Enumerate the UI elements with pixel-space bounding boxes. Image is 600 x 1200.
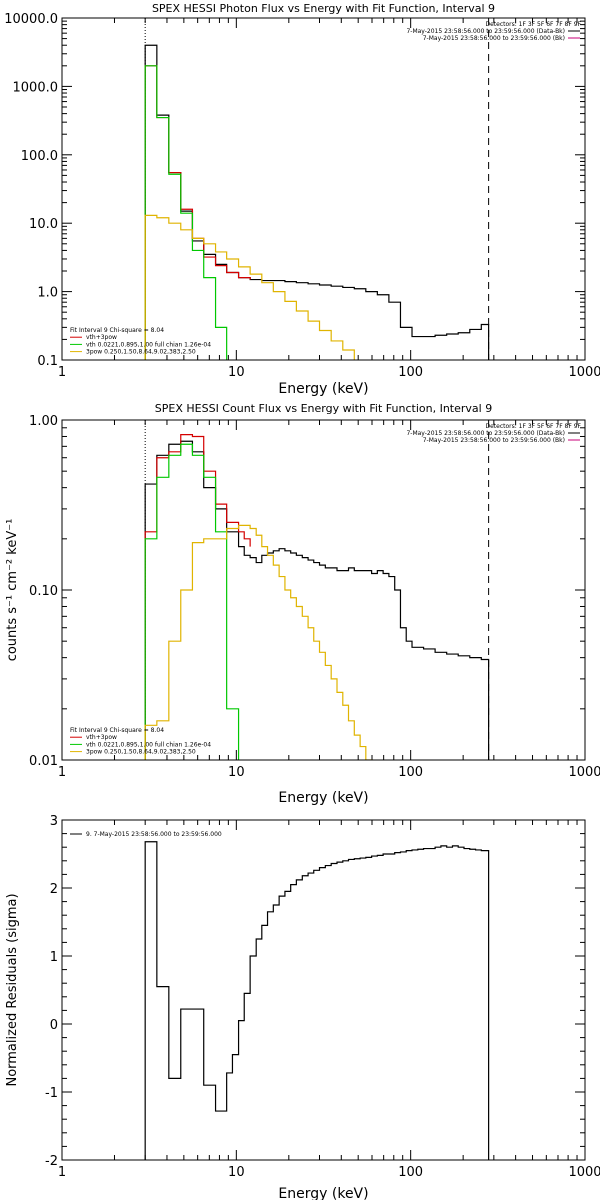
detectors-label: Detectors: 1F 3F 5F 6F 7F 8F 9F [485,423,581,430]
legend-right-entry: 7-May-2015 23:58:56.000 to 23:59:56.000 … [406,430,565,437]
x-tick-label: 1 [58,365,66,380]
series-line-1 [144,841,490,1160]
plot-frame [61,819,586,1161]
legend-left-entry: vth+3pow [86,334,117,341]
y-tick-label: 10.0 [29,217,58,232]
x-tick-label: 1 [58,1165,66,1180]
series-line-3 [144,443,240,760]
series-line-4 [144,214,355,360]
y-tick-label: 1000.0 [13,80,59,95]
y-axis-label: counts s⁻¹ cm⁻² keV⁻¹ [5,519,20,662]
x-axis-label: Energy (keV) [278,381,368,397]
series-group [144,44,490,360]
legend-left-entry: 3pow 0.250,1.50,8.64,9.02,383,2.50 [86,349,196,356]
y-axis-label: Normalized Residuals (sigma) [5,893,20,1086]
series-line-1 [144,44,490,360]
legend-left-entry: vth 0.0221,0.895,1.00 full chian 1.26e-0… [86,341,211,348]
series-line-4 [144,524,373,760]
y-tick-label: 1.00 [29,414,58,429]
chart-panel-1: SPEX HESSI Photon Flux vs Energy with Fi… [4,2,600,397]
y-tick-label: 0 [50,1018,58,1033]
x-tick-label: 1000 [568,1165,600,1180]
y-tick-label: -2 [45,1154,58,1169]
legend-left-entry: 3pow 0.250,1.50,8.64,9.02,383,2.50 [86,749,196,756]
series-line-2 [144,434,251,760]
series-group [144,841,490,1160]
legend-left-header: Fit Interval 9 Chi-square = 8.04 [70,327,164,334]
series-line-3 [144,65,228,360]
chart-panel-2: SPEX HESSI Count Flux vs Energy with Fit… [5,402,600,806]
y-tick-label: 3 [50,814,58,829]
x-tick-label: 10 [228,765,245,780]
legend-left-entry: 9. 7-May-2015 23:58:56.000 to 23:59:56.0… [86,831,222,838]
y-tick-label: 10000.0 [4,12,58,27]
chart-panel-3: 1 10 100 1000 -2 -1 0 1 2 3 Energy (keV) Normalized… [5,814,600,1200]
x-tick-label: 1 [58,765,66,780]
y-tick-label: 1 [50,950,58,965]
x-tick-label: 100 [398,365,423,380]
legend-right-entry: 7-May-2015 23:58:56.000 to 23:59:56.000 … [406,28,565,35]
legend-right-entry: 7-May-2015 23:58:56.000 to 23:59:56.000 … [423,35,565,42]
x-tick-label: 10 [228,365,245,380]
y-tick-label: 0.1 [37,354,58,369]
plot-frame [61,419,586,761]
x-tick-label: 100 [398,765,423,780]
plot-frame [61,17,586,361]
y-tick-label: 100.0 [21,149,58,164]
x-tick-label: 1000 [568,765,600,780]
x-axis-label: Energy (keV) [278,790,368,806]
y-tick-label: 0.01 [29,754,58,769]
legend-left-header: Fit Interval 9 Chi-square = 8.04 [70,727,164,734]
y-tick-label: 0.10 [29,584,58,599]
chart-title: SPEX HESSI Count Flux vs Energy with Fit… [155,402,492,415]
x-axis-label: Energy (keV) [278,1186,368,1200]
x-tick-label: 1000 [568,365,600,380]
legend-left-entry: vth 0.0221,0.895,1.00 full chian 1.26e-0… [86,741,211,748]
legend-right-entry: 7-May-2015 23:58:56.000 to 23:59:56.000 … [423,437,565,444]
x-tick-label: 10 [228,1165,245,1180]
chart-title: SPEX HESSI Photon Flux vs Energy with Fi… [152,2,495,15]
y-tick-label: 1.0 [37,286,58,301]
x-tick-label: 100 [398,1165,423,1180]
legend-left-entry: vth+3pow [86,734,117,741]
y-tick-label: -1 [45,1086,58,1101]
detectors-label: Detectors: 1F 3F 5F 6F 7F 8F 9F [485,21,581,28]
y-tick-label: 2 [50,882,58,897]
series-group [144,434,490,760]
